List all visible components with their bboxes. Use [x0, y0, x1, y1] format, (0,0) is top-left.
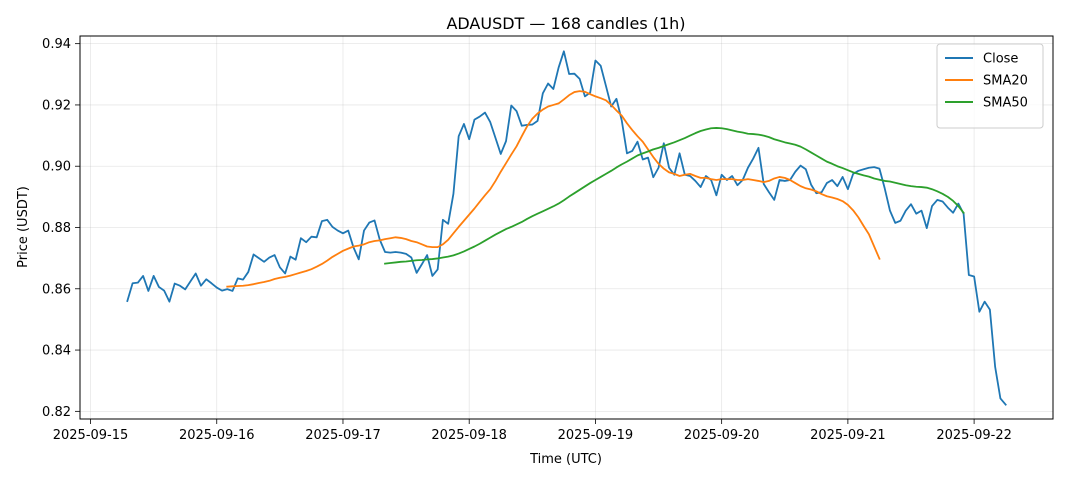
x-axis: 2025-09-15 2025-09-16 2025-09-17 2025-09-18… — [53, 419, 1012, 443]
x-tick-label: 2025-09-18 — [431, 428, 507, 443]
x-tick-label: 2025-09-21 — [810, 428, 886, 443]
x-tick-label: 2025-09-16 — [179, 428, 255, 443]
series-line-sma20 — [226, 90, 881, 288]
y-tick-label: 0.90 — [42, 160, 71, 175]
x-tick-label: 2025-09-20 — [684, 428, 760, 443]
y-tick-label: 0.94 — [42, 37, 71, 52]
x-axis-label: Time (UTC) — [529, 452, 602, 467]
series-lines — [126, 50, 1007, 406]
y-tick-label: 0.92 — [42, 98, 71, 113]
legend-box — [936, 43, 1044, 129]
series-line-close — [126, 50, 1007, 406]
y-tick-label: 0.86 — [42, 282, 71, 297]
x-tick-label: 2025-09-17 — [305, 428, 381, 443]
y-axis: 0.82 0.84 0.86 0.88 0.90 0.92 0.94 — [42, 37, 80, 420]
x-tick-label: 2025-09-22 — [936, 428, 1012, 443]
y-tick-label: 0.88 — [42, 221, 71, 236]
grid — [80, 36, 1053, 419]
y-tick-label: 0.84 — [42, 344, 71, 359]
x-tick-label: 2025-09-19 — [558, 428, 634, 443]
y-tick-label: 0.82 — [42, 405, 71, 420]
legend-label: SMA20 — [983, 74, 1028, 89]
legend: Close SMA20 SMA50 — [936, 43, 1044, 129]
x-tick-label: 2025-09-15 — [53, 428, 129, 443]
legend-label: SMA50 — [983, 96, 1028, 111]
series-line-sma50 — [384, 127, 965, 265]
chart-title: ADAUSDT — 168 candles (1h) — [446, 14, 685, 33]
legend-label: Close — [983, 52, 1018, 67]
y-axis-label: Price (USDT) — [16, 186, 31, 268]
